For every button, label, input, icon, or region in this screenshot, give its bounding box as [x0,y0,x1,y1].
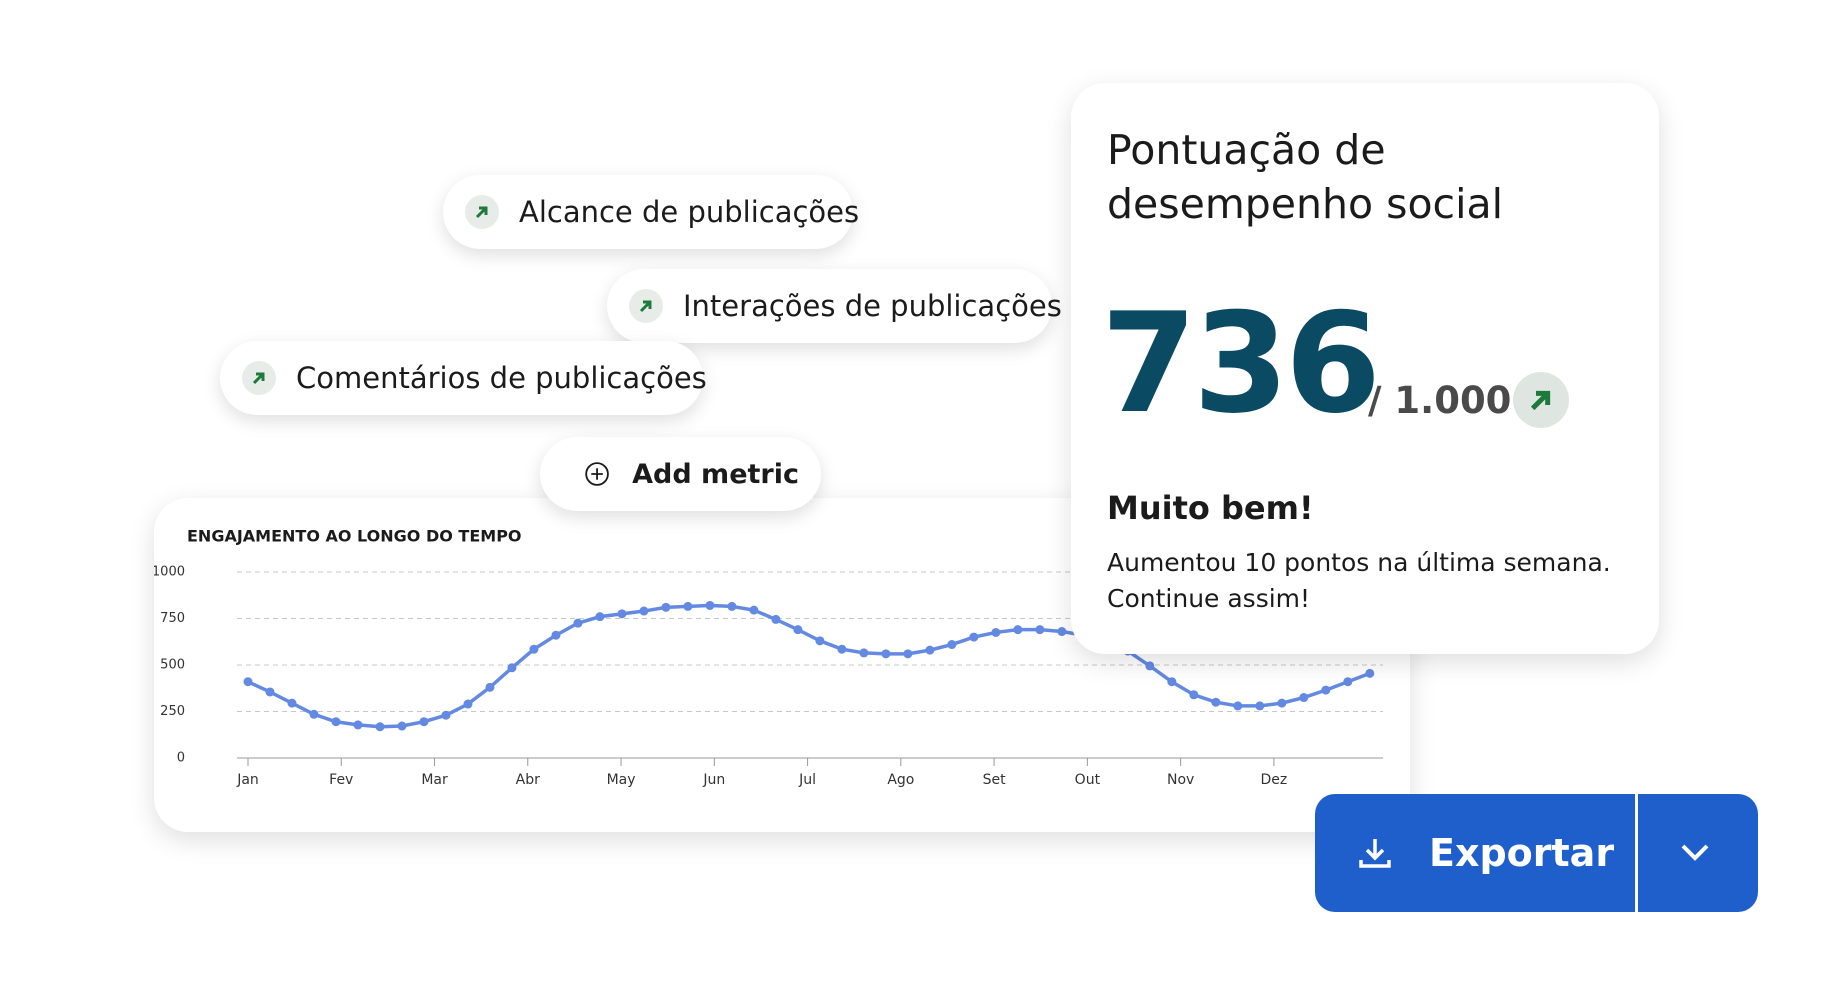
trend-icon [465,195,499,229]
data-point [639,606,649,616]
data-point [815,636,825,646]
export-label: Exportar [1429,831,1615,875]
data-point [1365,668,1375,678]
pill-label: Comentários de publicações [296,361,707,395]
add-metric-button[interactable]: Add metric [540,437,821,511]
y-tick-label: 1000 [154,565,185,580]
data-point [1277,698,1287,708]
line-chart: ENGAJAMENTO AO LONGO DO TEMPO 0 250 500 750… [152,527,1383,788]
data-point [309,709,319,719]
x-tick-label: Set [983,772,1007,788]
data-point [573,618,583,628]
data-point [331,717,341,727]
data-point [1343,677,1353,687]
data-point [617,609,627,619]
score-card: Pontuação de desempenho social 736 / 1.0… [1071,83,1659,654]
data-point [903,649,913,659]
data-point [925,645,935,655]
trend-icon [1513,372,1569,428]
data-point [397,721,407,731]
data-point [1189,690,1199,700]
data-point [859,648,869,658]
score-value: 736 [1101,283,1381,444]
message-line: Aumentou 10 pontos na última semana. [1107,548,1611,577]
data-point [991,627,1001,637]
data-point [243,677,253,687]
data-point [1211,697,1221,707]
data-point [463,699,473,709]
pill-label: Alcance de publicações [519,195,860,229]
x-tick-label: Jun [702,772,725,788]
x-tick-label: Out [1075,772,1101,788]
trend-icon [629,289,663,323]
data-point [1145,661,1155,671]
data-point [287,698,297,708]
pill-label: Interações de publicações [683,289,1062,323]
score-title: Pontuação de desempenho social [1107,123,1503,231]
data-point [353,720,363,730]
x-tick-label: Fev [329,772,353,788]
data-point [793,625,803,635]
chart-title: ENGAJAMENTO AO LONGO DO TEMPO [187,527,522,546]
data-point [375,722,385,732]
data-point [1057,627,1067,637]
metric-pill[interactable]: Interações de publicações [607,269,1062,343]
download-icon [1359,839,1391,868]
message-line: Continue assim! [1107,584,1311,613]
divider [1635,794,1638,912]
data-point [705,600,715,610]
data-point [969,632,979,642]
data-point [881,649,891,659]
data-point [749,605,759,615]
x-tick-label: May [607,772,636,788]
data-point [1013,625,1023,635]
data-point [551,630,561,640]
y-tick-label: 250 [160,704,185,719]
data-point [947,640,957,650]
add-metric-label: Add metric [632,458,799,490]
score-max: / 1.000 [1368,379,1512,422]
y-tick-label: 500 [160,658,185,673]
data-point [661,602,671,612]
score-message: Aumentou 10 pontos na última semana. Con… [1107,545,1611,617]
title-line: Pontuação de [1107,126,1386,174]
data-point [419,717,429,727]
data-point [529,644,539,654]
score-headline: Muito bem! [1107,489,1314,527]
x-tick-label: Mar [421,772,448,788]
data-point [1233,701,1243,711]
data-point [595,612,605,622]
data-point [1035,625,1045,635]
metric-pill[interactable]: Comentários de publicações [220,341,707,415]
metric-pill[interactable]: Alcance de publicações [443,175,859,249]
data-point [1255,701,1265,711]
title-line: desempenho social [1107,180,1504,228]
x-tick-label: Jan [236,772,259,788]
x-tick-label: Abr [516,772,540,788]
export-button[interactable]: Exportar [1315,794,1758,912]
dropdown-chevron[interactable] [1679,838,1711,868]
data-point [727,601,737,611]
data-point [1167,677,1177,687]
data-point [441,710,451,720]
plus-icon [585,462,609,486]
data-point [485,682,495,692]
data-point [1299,693,1309,703]
data-point [683,601,693,611]
series-line [247,603,1371,729]
x-tick-label: Nov [1167,772,1194,788]
y-tick-label: 750 [160,611,185,626]
y-tick-label: 0 [177,751,185,766]
data-point [507,663,517,673]
x-tick-label: Jul [798,772,816,788]
data-point [265,687,275,697]
x-tick-label: Dez [1261,772,1288,788]
data-point [771,614,781,624]
trend-icon [242,361,276,395]
data-point [1321,685,1331,695]
data-point [837,644,847,654]
x-tick-label: Ago [887,772,914,788]
